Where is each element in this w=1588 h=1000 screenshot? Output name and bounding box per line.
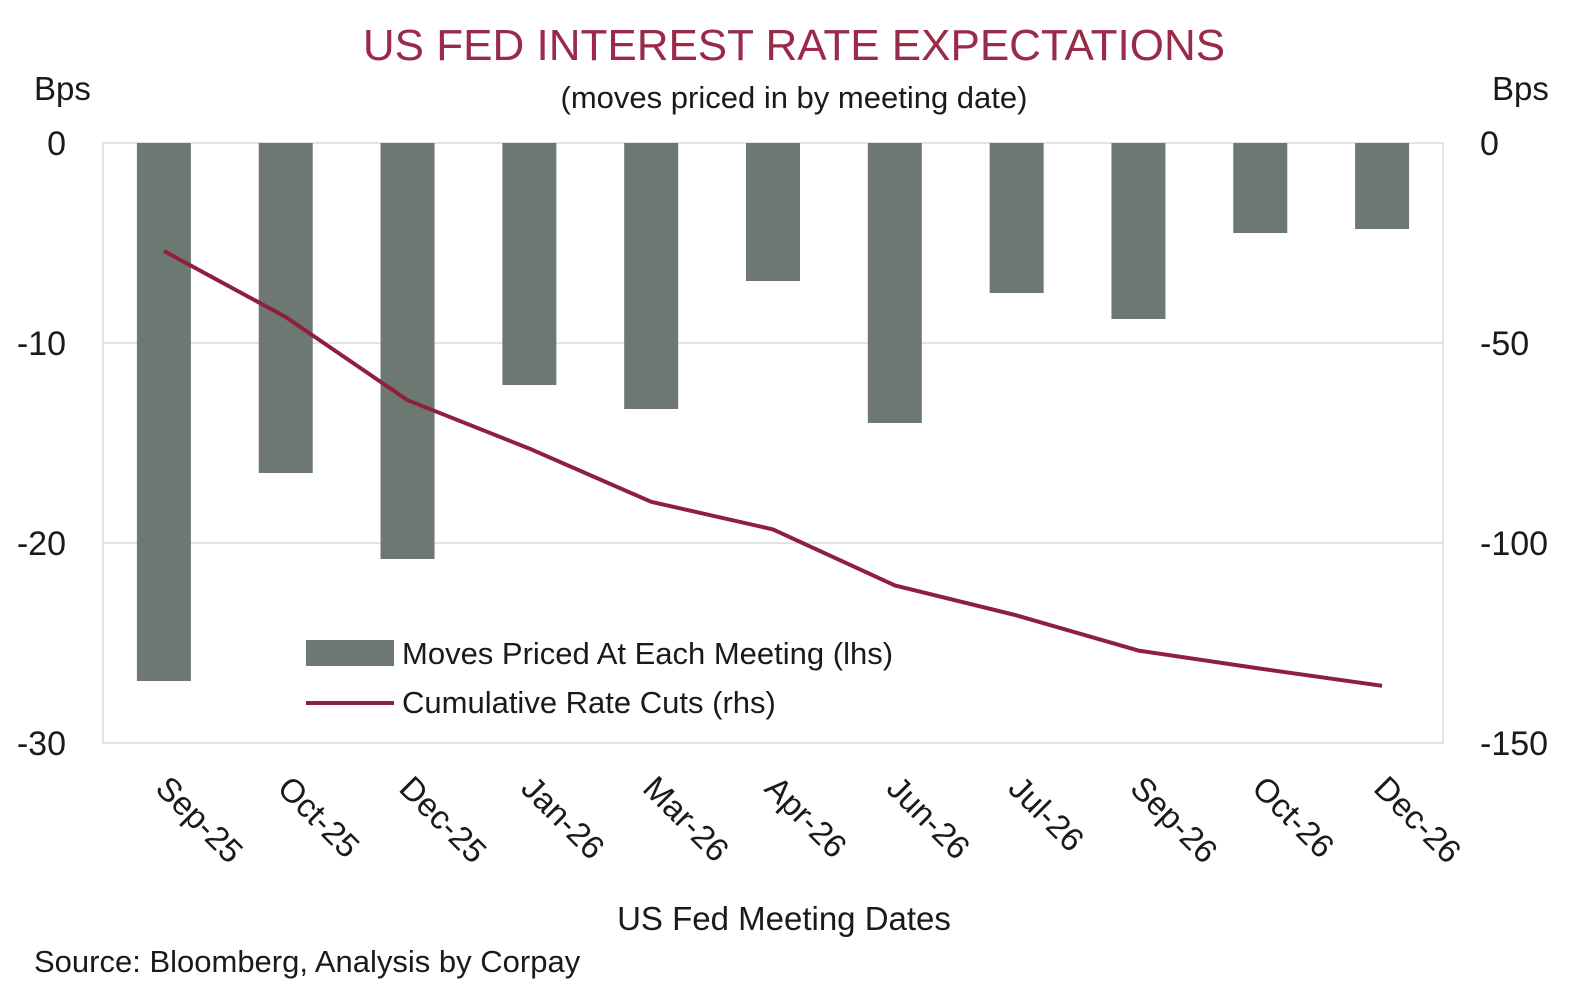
bar-sep-25	[136, 143, 191, 681]
bar-jun-26	[867, 143, 922, 423]
x-tick-label: Oct-25	[271, 769, 367, 865]
bar-apr-26	[746, 143, 800, 281]
right-axis-tick-label: -100	[1480, 525, 1548, 563]
x-tick-label: Dec-26	[1367, 769, 1468, 870]
x-tick-label: Apr-26	[758, 769, 854, 865]
left-axis-tick-label: -20	[17, 525, 66, 563]
bar-jan-26	[502, 143, 557, 385]
right-axis-tick-label: -50	[1480, 325, 1529, 363]
right-axis-tick-label: 0	[1480, 125, 1499, 163]
left-axis-tick-label: -30	[17, 725, 66, 763]
legend-bar-swatch	[306, 640, 394, 666]
left-axis-tick-label: 0	[47, 125, 66, 163]
bar-sep-26	[1111, 143, 1166, 319]
x-tick-label: Jan-26	[514, 769, 612, 867]
right-axis-unit: Bps	[1492, 70, 1549, 107]
x-tick-label: Dec-25	[393, 769, 494, 870]
left-axis-tick-label: -10	[17, 325, 66, 363]
line-series	[162, 249, 1383, 688]
x-axis-ticks: Sep-25 Oct-25 Dec-25 Jan-26 Mar-26 Apr-26 Jun-…	[149, 769, 1469, 870]
left-axis-unit: Bps	[34, 70, 91, 107]
chart-title: US FED INTEREST RATE EXPECTATIONS	[363, 21, 1225, 70]
legend-bar-label: Moves Priced At Each Meeting (lhs)	[402, 636, 893, 671]
legend: Moves Priced At Each Meeting (lhs) Cumul…	[306, 636, 893, 720]
legend-line-label: Cumulative Rate Cuts (rhs)	[402, 685, 776, 720]
bar-dec-25	[380, 143, 435, 559]
x-tick-label: Jun-26	[880, 769, 978, 867]
bar-mar-26	[624, 143, 679, 409]
x-tick-label: Sep-25	[149, 769, 250, 870]
x-tick-label: Sep-26	[1124, 769, 1225, 870]
x-tick-label: Jul-26	[1002, 769, 1092, 859]
cumulative-line	[162, 249, 1383, 688]
plot-area	[102, 142, 1444, 744]
right-axis-ticks: 0 -50 -100 -150	[1480, 125, 1548, 763]
bar-jul-26	[989, 143, 1044, 293]
x-tick-label: Oct-26	[1245, 769, 1341, 865]
x-tick-label: Mar-26	[636, 769, 736, 869]
bar-oct-26	[1233, 143, 1288, 233]
bar-series	[136, 143, 1410, 681]
chart-subtitle: (moves priced in by meeting date)	[561, 80, 1028, 115]
x-axis-title: US Fed Meeting Dates	[617, 900, 951, 937]
left-axis-ticks: 0 -10 -20 -30	[17, 125, 66, 763]
source-note: Source: Bloomberg, Analysis by Corpay	[34, 944, 581, 979]
bar-dec-26	[1355, 143, 1410, 229]
right-axis-tick-label: -150	[1480, 725, 1548, 763]
